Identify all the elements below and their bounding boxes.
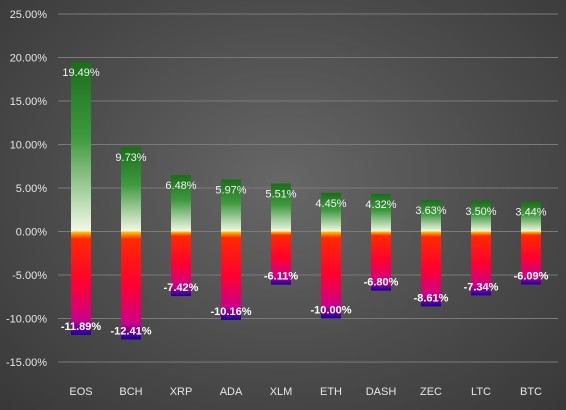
x-category-label: BTC — [520, 386, 542, 398]
loss-data-label: -6.11% — [264, 271, 298, 283]
y-tick-label: 10.00% — [10, 140, 48, 152]
gain-bar — [171, 175, 191, 232]
gain-bar — [221, 179, 241, 232]
y-tick-label: 15.00% — [10, 96, 48, 108]
y-tick-label: 5.00% — [16, 183, 47, 195]
gain-bar — [121, 146, 141, 232]
gain-data-label: 5.51% — [265, 189, 296, 201]
x-category-label: ZEC — [420, 386, 442, 398]
loss-bar — [221, 231, 241, 320]
data-labels: 19.49% -11.89% 9.73% -12.41% 6.48% -7.42% 5.97… — [61, 67, 549, 338]
loss-bar — [421, 231, 441, 307]
y-tick-label: -5.00% — [12, 270, 47, 282]
gain-data-label: 5.97% — [215, 185, 246, 197]
loss-bar — [321, 231, 341, 319]
gain-bar — [521, 201, 541, 232]
gain-data-label: 3.44% — [515, 207, 546, 219]
loss-bar — [121, 231, 141, 340]
x-category-label: LTC — [471, 386, 491, 398]
loss-bar — [521, 231, 541, 285]
gain-bar — [421, 199, 441, 232]
loss-data-label: -7.42% — [164, 282, 199, 294]
y-tick-label: -10.00% — [6, 314, 47, 326]
loss-bar — [371, 231, 391, 291]
loss-bar — [271, 231, 291, 285]
gain-data-label: 4.32% — [365, 199, 396, 211]
gain-data-label: 4.45% — [315, 198, 346, 210]
x-category-label: XRP — [170, 386, 193, 398]
y-tick-label: 20.00% — [10, 53, 48, 65]
gain-bar — [71, 61, 91, 232]
gain-data-label: 3.50% — [465, 206, 496, 218]
loss-data-label: -12.41% — [111, 325, 152, 337]
y-tick-label: 0.00% — [16, 227, 47, 239]
loss-data-label: -11.89% — [61, 321, 102, 333]
loss-bar — [171, 231, 191, 297]
gain-data-label: 6.48% — [165, 180, 196, 192]
loss-data-label: -10.00% — [311, 305, 352, 317]
gain-data-label: 9.73% — [115, 152, 146, 164]
x-category-label: ADA — [220, 386, 243, 398]
bars — [71, 61, 541, 340]
loss-data-label: -8.61% — [414, 292, 449, 304]
y-axis: 25.00% 20.00% 15.00% 10.00% 5.00% 0.00% -5.00%… — [6, 9, 47, 369]
x-axis: EOS BCH XRP ADA XLM ETH DASH ZEC LTC BTC — [69, 386, 542, 398]
gain-bar — [471, 201, 491, 232]
loss-data-label: -10.16% — [211, 306, 252, 318]
loss-data-label: -6.09% — [514, 270, 549, 282]
loss-data-label: -7.34% — [464, 281, 499, 293]
x-category-label: BCH — [119, 386, 142, 398]
x-category-label: DASH — [366, 386, 397, 398]
gain-bar — [271, 183, 291, 232]
x-category-label: EOS — [69, 386, 92, 398]
loss-bar — [471, 231, 491, 296]
x-category-label: ETH — [320, 386, 342, 398]
loss-data-label: -6.80% — [364, 277, 399, 289]
gain-bar — [321, 192, 341, 232]
gridlines — [58, 13, 558, 363]
gain-bar — [371, 193, 391, 232]
x-category-label: XLM — [270, 386, 293, 398]
gain-data-label: 19.49% — [62, 67, 100, 79]
y-tick-label: -15.00% — [6, 357, 47, 369]
y-tick-label: 25.00% — [10, 9, 48, 21]
gain-data-label: 3.63% — [415, 205, 446, 217]
loss-bar — [71, 231, 91, 335]
